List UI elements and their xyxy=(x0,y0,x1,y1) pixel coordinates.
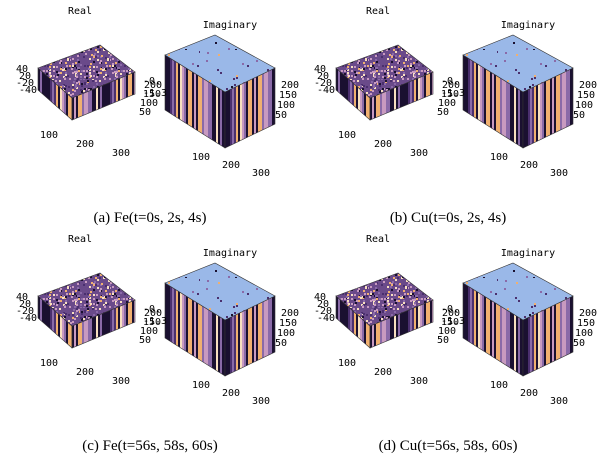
x-tick-label: 100 xyxy=(490,380,508,391)
z-tick-label: -1.3 xyxy=(441,88,465,99)
x-tick-label: 100 xyxy=(192,380,210,391)
x-tick-label: 300 xyxy=(112,376,130,387)
x-tick-label: 300 xyxy=(410,148,428,159)
x-tick-label: 200 xyxy=(374,367,392,378)
plot-title: Real xyxy=(68,234,92,245)
x-tick-label: 300 xyxy=(112,148,130,159)
z-tick-label: -40 xyxy=(317,85,335,96)
x-tick-label: 100 xyxy=(192,152,210,163)
y-tick-label: 50 xyxy=(437,107,449,118)
x-tick-label: 300 xyxy=(252,168,270,179)
caption: (a) Fe(t=0s, 2s, 4s) xyxy=(93,210,206,226)
caption: (d) Cu(t=56s, 58s, 60s) xyxy=(379,438,518,454)
x-tick-label: 300 xyxy=(252,396,270,407)
x-tick-label: 200 xyxy=(374,139,392,150)
y-tick-label: 50 xyxy=(437,335,449,346)
x-tick-label: 200 xyxy=(76,367,94,378)
z-tick-label: -40 xyxy=(317,313,335,324)
caption: (c) Fe(t=56s, 58s, 60s) xyxy=(82,438,218,454)
plot-title: Imaginary xyxy=(203,20,257,31)
x-tick-label: 300 xyxy=(550,168,568,179)
plot-title: Imaginary xyxy=(203,248,257,259)
plot-title: Real xyxy=(68,6,92,17)
y-tick-label: 50 xyxy=(573,110,585,121)
z-tick-label: -1.3 xyxy=(143,316,167,327)
x-tick-label: 300 xyxy=(550,396,568,407)
x-tick-label: 200 xyxy=(520,388,538,399)
x-tick-label: 200 xyxy=(222,160,240,171)
z-tick-label: -1.3 xyxy=(441,316,465,327)
caption: (b) Cu(t=0s, 2s, 4s) xyxy=(390,210,506,226)
plot-title: Imaginary xyxy=(501,20,555,31)
z-tick-label: -0. xyxy=(441,76,459,87)
x-tick-label: 200 xyxy=(222,388,240,399)
x-tick-label: 300 xyxy=(410,376,428,387)
figure: Real4020-20-4020015010050100200300Imagin… xyxy=(0,0,597,462)
x-tick-label: 200 xyxy=(76,139,94,150)
x-tick-label: 100 xyxy=(338,358,356,369)
y-tick-label: 50 xyxy=(139,107,151,118)
x-tick-label: 100 xyxy=(338,130,356,141)
plot-title: Real xyxy=(366,234,390,245)
x-tick-label: 200 xyxy=(520,160,538,171)
z-tick-label: -0. xyxy=(143,304,161,315)
x-tick-label: 100 xyxy=(40,130,58,141)
plot-title: Imaginary xyxy=(501,248,555,259)
y-tick-label: 50 xyxy=(573,338,585,349)
z-tick-label: -40 xyxy=(19,85,37,96)
y-tick-label: 50 xyxy=(139,335,151,346)
plot-title: Real xyxy=(366,6,390,17)
y-tick-label: 50 xyxy=(275,110,287,121)
z-tick-label: -0. xyxy=(143,76,161,87)
x-tick-label: 100 xyxy=(490,152,508,163)
z-tick-label: -40 xyxy=(19,313,37,324)
y-tick-label: 50 xyxy=(275,338,287,349)
z-tick-label: -1.3 xyxy=(143,88,167,99)
z-tick-label: -0. xyxy=(441,304,459,315)
x-tick-label: 100 xyxy=(40,358,58,369)
